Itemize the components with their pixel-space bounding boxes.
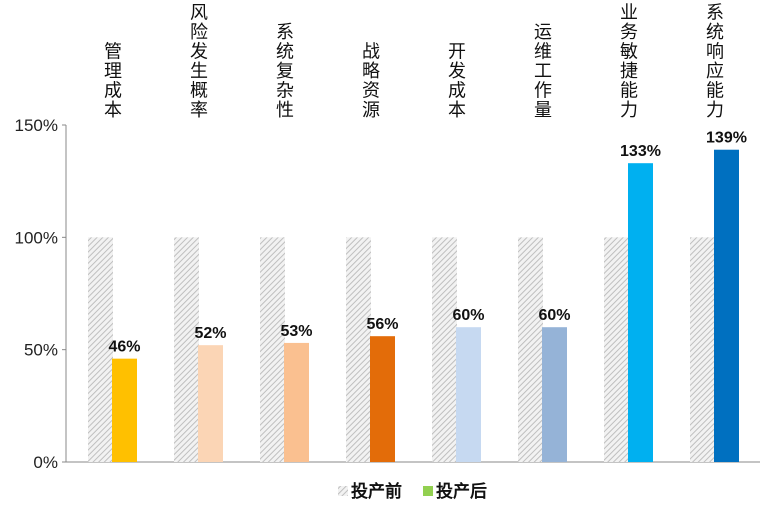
category-label: 开发成本 — [448, 42, 466, 122]
category-label: 业务敏捷能力 — [620, 3, 638, 122]
legend-label-before: 投产前 — [351, 481, 402, 502]
data-label: 60% — [452, 307, 484, 324]
bar-before — [604, 237, 629, 462]
y-tick-label: 50% — [24, 341, 58, 360]
data-label: 46% — [108, 339, 140, 356]
bar-after — [198, 345, 223, 462]
y-tick-label: 100% — [15, 228, 58, 247]
bar-before — [346, 237, 371, 462]
data-label: 139% — [706, 130, 747, 147]
legend-label-after: 投产后 — [436, 481, 487, 502]
y-tick-label: 0% — [33, 453, 58, 472]
bar-after — [542, 327, 567, 462]
data-label: 133% — [620, 143, 661, 160]
bar-before — [432, 237, 457, 462]
bar-after — [112, 358, 137, 462]
category-label: 风险发生概率 — [190, 3, 208, 122]
bar-before — [518, 237, 543, 462]
bar-after — [370, 336, 395, 462]
bar-after — [456, 327, 481, 462]
category-label: 系统复杂性 — [276, 22, 294, 121]
bar-after — [284, 342, 309, 462]
y-tick-label: 150% — [15, 116, 58, 135]
data-label: 56% — [366, 316, 398, 333]
bar-after — [628, 163, 653, 462]
data-label: 52% — [194, 325, 226, 342]
category-label: 运维工作量 — [534, 22, 552, 121]
bar-before — [88, 237, 113, 462]
legend-swatch-before — [338, 486, 348, 496]
bar-before — [690, 237, 715, 462]
category-label: 战略资源 — [362, 42, 380, 122]
bar-before — [174, 237, 199, 462]
data-label: 60% — [538, 307, 570, 324]
category-label: 管理成本 — [104, 42, 122, 122]
legend: 投产前 投产后 — [338, 481, 487, 502]
bar-before — [260, 237, 285, 462]
legend-swatch-after — [423, 486, 433, 496]
bar-after — [714, 149, 739, 463]
data-label: 53% — [280, 323, 312, 340]
category-label: 系统响应能力 — [706, 3, 724, 122]
bars: 46% 52% 53% 56% 60% 60% 133% 139% — [88, 130, 747, 463]
category-labels: 管理成本 风险发生概率 系统复杂性 战略资源 开发成本 运维工作量 业务敏捷能力 系统响应能力 — [104, 3, 724, 122]
